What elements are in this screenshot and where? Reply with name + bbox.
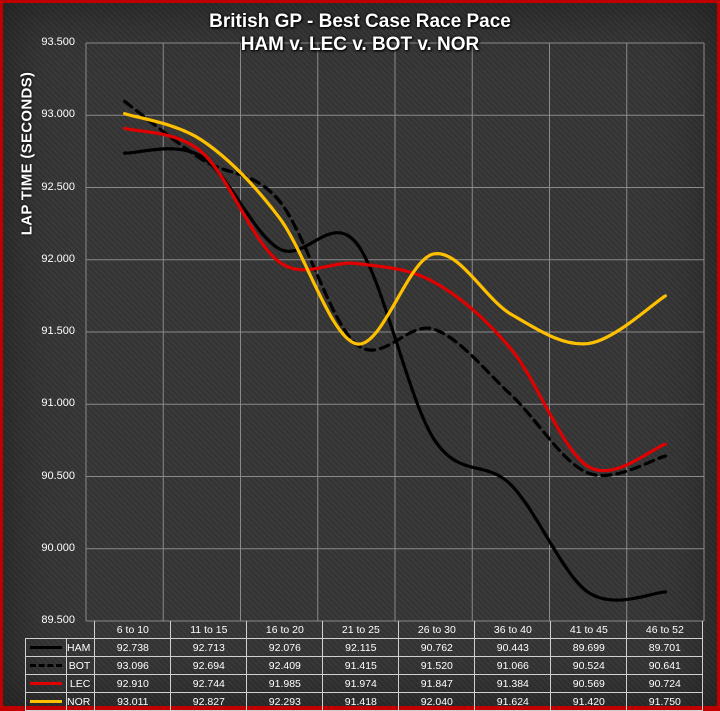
- data-label: 90.443: [474, 638, 552, 657]
- legend-entry: BOT: [66, 656, 96, 675]
- legend-swatch: [25, 674, 67, 693]
- x-tick-label: 36 to 40: [474, 621, 552, 639]
- data-label: 91.847: [398, 674, 476, 693]
- data-label: 92.076: [246, 638, 324, 657]
- table-header-row: 6 to 10 11 to 15 16 to 20 21 to 25 26 to 30 3…: [26, 621, 704, 639]
- data-label: 89.699: [550, 638, 628, 657]
- y-tick-label: 91.500: [41, 325, 75, 337]
- series-line-lec: [123, 126, 667, 473]
- data-label: 92.409: [246, 656, 324, 675]
- table-row-nor: NOR 93.011 92.827 92.293 91.418 92.040 91.624 9…: [25, 692, 704, 711]
- x-tick-label: 6 to 10: [94, 621, 172, 639]
- data-label: 91.066: [474, 656, 552, 675]
- data-label: 93.011: [94, 692, 172, 711]
- legend-swatch: [25, 638, 67, 657]
- x-tick-label: 21 to 25: [322, 621, 400, 639]
- data-label: 92.744: [170, 674, 248, 693]
- y-tick-label: 93.000: [41, 108, 75, 121]
- y-tick-label: 91.000: [41, 397, 75, 410]
- table-row-bot: BOT 93.096 92.694 92.409 91.415 91.520 91.066 9…: [25, 656, 704, 675]
- data-label: 91.415: [322, 656, 400, 675]
- y-tick-label: 93.500: [41, 36, 75, 48]
- data-label: 92.115: [322, 638, 400, 657]
- data-label: 92.738: [94, 638, 172, 657]
- x-tick-label: 46 to 52: [626, 621, 704, 639]
- legend-entry: NOR: [66, 692, 96, 711]
- x-tick-label: 16 to 20: [246, 621, 324, 639]
- series-line-nor: [123, 112, 667, 346]
- data-label: 91.624: [474, 692, 552, 711]
- chart-subtitle: HAM v. LEC v. BOT v. NOR: [240, 34, 480, 55]
- chart-title: British GP - Best Case Race Pace: [209, 11, 511, 32]
- data-label: 92.694: [170, 656, 248, 675]
- gridlines: [85, 42, 705, 622]
- data-label: 91.974: [322, 674, 400, 693]
- legend-swatch: [25, 656, 67, 675]
- data-label: 90.641: [626, 656, 704, 675]
- data-label: 89.701: [626, 638, 704, 657]
- series-line-bot: [123, 99, 667, 478]
- y-tick-label: 92.500: [41, 180, 75, 193]
- data-label: 91.985: [246, 674, 324, 693]
- data-label: 91.384: [474, 674, 552, 693]
- legend-swatch: [25, 692, 67, 711]
- data-label: 92.827: [170, 692, 248, 711]
- legend-entry: LEC: [66, 674, 96, 693]
- y-tick-label: 90.000: [41, 541, 75, 554]
- x-tick-label: 41 to 45: [550, 621, 628, 639]
- legend-swatch-line: [30, 682, 62, 685]
- legend-entry: HAM: [66, 638, 96, 657]
- data-label: 90.524: [550, 656, 628, 675]
- y-axis-label: LAP TIME (SECONDS): [18, 71, 36, 236]
- data-table: 6 to 10 11 to 15 16 to 20 21 to 25 26 to 30 3…: [25, 621, 704, 711]
- data-label: 90.762: [398, 638, 476, 657]
- x-tick-label: 26 to 30: [398, 621, 476, 639]
- data-label: 91.420: [550, 692, 628, 711]
- data-label: 92.910: [94, 674, 172, 693]
- data-label: 92.293: [246, 692, 324, 711]
- data-label: 91.520: [398, 656, 476, 675]
- data-label: 90.724: [626, 674, 704, 693]
- table-row-ham: HAM 92.738 92.713 92.076 92.115 90.762 90.443 8…: [25, 638, 704, 657]
- data-label: 93.096: [94, 656, 172, 675]
- legend-swatch-line: [30, 664, 62, 667]
- y-tick-label: 92.000: [41, 252, 75, 265]
- y-tick-label: 89.500: [41, 614, 75, 626]
- legend-swatch-line: [30, 700, 62, 703]
- data-label: 91.750: [626, 692, 704, 711]
- series-lines: [123, 99, 667, 602]
- x-tick-label: 11 to 15: [170, 621, 248, 639]
- legend-swatch-line: [30, 646, 62, 649]
- data-label: 91.418: [322, 692, 400, 711]
- chart-frame: British GP - Best Case Race Pace HAM v. …: [3, 3, 717, 711]
- y-tick-label: 90.500: [41, 469, 75, 482]
- data-label: 92.040: [398, 692, 476, 711]
- data-label: 92.713: [170, 638, 248, 657]
- table-row-lec: LEC 92.910 92.744 91.985 91.974 91.847 91.384 9…: [25, 674, 704, 693]
- line-chart: [85, 42, 705, 622]
- data-label: 90.569: [550, 674, 628, 693]
